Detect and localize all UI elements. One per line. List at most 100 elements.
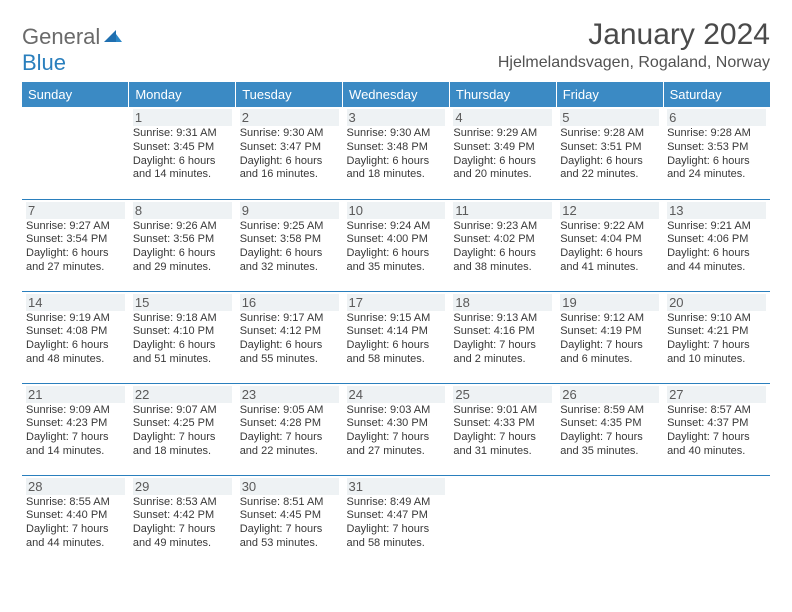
calendar-body: 1Sunrise: 9:31 AMSunset: 3:45 PMDaylight… xyxy=(22,107,770,567)
day-number: 11 xyxy=(453,202,552,219)
month-title: January 2024 xyxy=(498,18,770,52)
day-details: Sunrise: 9:17 AMSunset: 4:12 PMDaylight:… xyxy=(240,312,339,367)
day-details: Sunrise: 8:55 AMSunset: 4:40 PMDaylight:… xyxy=(26,496,125,551)
day-number: 21 xyxy=(26,386,125,403)
weekday-header: Tuesday xyxy=(236,82,343,107)
calendar-day-cell: 19Sunrise: 9:12 AMSunset: 4:19 PMDayligh… xyxy=(556,291,663,383)
day-number: 31 xyxy=(347,478,446,495)
calendar-day-cell: 11Sunrise: 9:23 AMSunset: 4:02 PMDayligh… xyxy=(449,199,556,291)
day-number: 3 xyxy=(347,109,446,126)
day-details: Sunrise: 9:01 AMSunset: 4:33 PMDaylight:… xyxy=(453,404,552,459)
weekday-header: Saturday xyxy=(663,82,770,107)
day-number: 10 xyxy=(347,202,446,219)
calendar-day-cell: 15Sunrise: 9:18 AMSunset: 4:10 PMDayligh… xyxy=(129,291,236,383)
calendar-day-cell xyxy=(663,475,770,567)
calendar-week-row: 1Sunrise: 9:31 AMSunset: 3:45 PMDaylight… xyxy=(22,107,770,199)
day-number: 4 xyxy=(453,109,552,126)
day-details: Sunrise: 9:05 AMSunset: 4:28 PMDaylight:… xyxy=(240,404,339,459)
calendar-day-cell: 23Sunrise: 9:05 AMSunset: 4:28 PMDayligh… xyxy=(236,383,343,475)
day-number: 17 xyxy=(347,294,446,311)
day-number: 25 xyxy=(453,386,552,403)
day-details: Sunrise: 8:57 AMSunset: 4:37 PMDaylight:… xyxy=(667,404,766,459)
calendar-day-cell: 6Sunrise: 9:28 AMSunset: 3:53 PMDaylight… xyxy=(663,107,770,199)
calendar-day-cell xyxy=(22,107,129,199)
day-details: Sunrise: 9:12 AMSunset: 4:19 PMDaylight:… xyxy=(560,312,659,367)
day-number: 12 xyxy=(560,202,659,219)
calendar-day-cell: 14Sunrise: 9:19 AMSunset: 4:08 PMDayligh… xyxy=(22,291,129,383)
day-details: Sunrise: 9:28 AMSunset: 3:51 PMDaylight:… xyxy=(560,127,659,182)
calendar-day-cell: 4Sunrise: 9:29 AMSunset: 3:49 PMDaylight… xyxy=(449,107,556,199)
day-number: 15 xyxy=(133,294,232,311)
calendar-day-cell: 5Sunrise: 9:28 AMSunset: 3:51 PMDaylight… xyxy=(556,107,663,199)
calendar-day-cell: 2Sunrise: 9:30 AMSunset: 3:47 PMDaylight… xyxy=(236,107,343,199)
day-details: Sunrise: 9:13 AMSunset: 4:16 PMDaylight:… xyxy=(453,312,552,367)
day-details: Sunrise: 9:21 AMSunset: 4:06 PMDaylight:… xyxy=(667,220,766,275)
calendar-day-cell: 26Sunrise: 8:59 AMSunset: 4:35 PMDayligh… xyxy=(556,383,663,475)
logo-text-general: General xyxy=(22,24,100,49)
calendar-day-cell: 22Sunrise: 9:07 AMSunset: 4:25 PMDayligh… xyxy=(129,383,236,475)
day-details: Sunrise: 8:59 AMSunset: 4:35 PMDaylight:… xyxy=(560,404,659,459)
title-block: January 2024 Hjelmelandsvagen, Rogaland,… xyxy=(498,18,770,72)
day-details: Sunrise: 9:15 AMSunset: 4:14 PMDaylight:… xyxy=(347,312,446,367)
day-number: 23 xyxy=(240,386,339,403)
calendar-day-cell: 16Sunrise: 9:17 AMSunset: 4:12 PMDayligh… xyxy=(236,291,343,383)
day-number: 27 xyxy=(667,386,766,403)
day-number: 6 xyxy=(667,109,766,126)
day-details: Sunrise: 9:26 AMSunset: 3:56 PMDaylight:… xyxy=(133,220,232,275)
calendar-day-cell: 29Sunrise: 8:53 AMSunset: 4:42 PMDayligh… xyxy=(129,475,236,567)
calendar-day-cell: 8Sunrise: 9:26 AMSunset: 3:56 PMDaylight… xyxy=(129,199,236,291)
calendar-day-cell: 21Sunrise: 9:09 AMSunset: 4:23 PMDayligh… xyxy=(22,383,129,475)
calendar-day-cell: 9Sunrise: 9:25 AMSunset: 3:58 PMDaylight… xyxy=(236,199,343,291)
logo: General Blue xyxy=(22,24,122,76)
day-details: Sunrise: 9:03 AMSunset: 4:30 PMDaylight:… xyxy=(347,404,446,459)
day-number: 13 xyxy=(667,202,766,219)
day-number: 8 xyxy=(133,202,232,219)
calendar-day-cell xyxy=(449,475,556,567)
day-details: Sunrise: 9:30 AMSunset: 3:48 PMDaylight:… xyxy=(347,127,446,182)
location: Hjelmelandsvagen, Rogaland, Norway xyxy=(498,54,770,72)
day-details: Sunrise: 9:09 AMSunset: 4:23 PMDaylight:… xyxy=(26,404,125,459)
weekday-header-row: SundayMondayTuesdayWednesdayThursdayFrid… xyxy=(22,82,770,107)
day-number: 5 xyxy=(560,109,659,126)
day-details: Sunrise: 9:19 AMSunset: 4:08 PMDaylight:… xyxy=(26,312,125,367)
calendar-week-row: 7Sunrise: 9:27 AMSunset: 3:54 PMDaylight… xyxy=(22,199,770,291)
day-number: 16 xyxy=(240,294,339,311)
calendar-table: SundayMondayTuesdayWednesdayThursdayFrid… xyxy=(22,82,770,567)
calendar-day-cell: 27Sunrise: 8:57 AMSunset: 4:37 PMDayligh… xyxy=(663,383,770,475)
day-number: 19 xyxy=(560,294,659,311)
weekday-header: Monday xyxy=(129,82,236,107)
calendar-week-row: 28Sunrise: 8:55 AMSunset: 4:40 PMDayligh… xyxy=(22,475,770,567)
day-number: 26 xyxy=(560,386,659,403)
day-details: Sunrise: 9:07 AMSunset: 4:25 PMDaylight:… xyxy=(133,404,232,459)
calendar-day-cell: 3Sunrise: 9:30 AMSunset: 3:48 PMDaylight… xyxy=(343,107,450,199)
day-details: Sunrise: 9:25 AMSunset: 3:58 PMDaylight:… xyxy=(240,220,339,275)
calendar-day-cell: 17Sunrise: 9:15 AMSunset: 4:14 PMDayligh… xyxy=(343,291,450,383)
calendar-day-cell: 20Sunrise: 9:10 AMSunset: 4:21 PMDayligh… xyxy=(663,291,770,383)
calendar-week-row: 21Sunrise: 9:09 AMSunset: 4:23 PMDayligh… xyxy=(22,383,770,475)
weekday-header: Friday xyxy=(556,82,663,107)
day-number: 18 xyxy=(453,294,552,311)
calendar-day-cell: 12Sunrise: 9:22 AMSunset: 4:04 PMDayligh… xyxy=(556,199,663,291)
logo-text-blue: Blue xyxy=(22,50,66,75)
logo-sail-icon xyxy=(102,28,122,49)
day-details: Sunrise: 8:49 AMSunset: 4:47 PMDaylight:… xyxy=(347,496,446,551)
day-details: Sunrise: 9:28 AMSunset: 3:53 PMDaylight:… xyxy=(667,127,766,182)
day-details: Sunrise: 8:53 AMSunset: 4:42 PMDaylight:… xyxy=(133,496,232,551)
calendar-day-cell: 25Sunrise: 9:01 AMSunset: 4:33 PMDayligh… xyxy=(449,383,556,475)
day-number: 1 xyxy=(133,109,232,126)
logo-text: General Blue xyxy=(22,24,122,76)
day-number: 9 xyxy=(240,202,339,219)
calendar-day-cell: 7Sunrise: 9:27 AMSunset: 3:54 PMDaylight… xyxy=(22,199,129,291)
calendar-week-row: 14Sunrise: 9:19 AMSunset: 4:08 PMDayligh… xyxy=(22,291,770,383)
day-number: 29 xyxy=(133,478,232,495)
day-details: Sunrise: 9:27 AMSunset: 3:54 PMDaylight:… xyxy=(26,220,125,275)
calendar-day-cell: 24Sunrise: 9:03 AMSunset: 4:30 PMDayligh… xyxy=(343,383,450,475)
day-details: Sunrise: 8:51 AMSunset: 4:45 PMDaylight:… xyxy=(240,496,339,551)
day-number: 22 xyxy=(133,386,232,403)
day-number: 14 xyxy=(26,294,125,311)
day-details: Sunrise: 9:10 AMSunset: 4:21 PMDaylight:… xyxy=(667,312,766,367)
calendar-day-cell: 31Sunrise: 8:49 AMSunset: 4:47 PMDayligh… xyxy=(343,475,450,567)
weekday-header: Wednesday xyxy=(343,82,450,107)
day-number: 7 xyxy=(26,202,125,219)
day-number: 24 xyxy=(347,386,446,403)
